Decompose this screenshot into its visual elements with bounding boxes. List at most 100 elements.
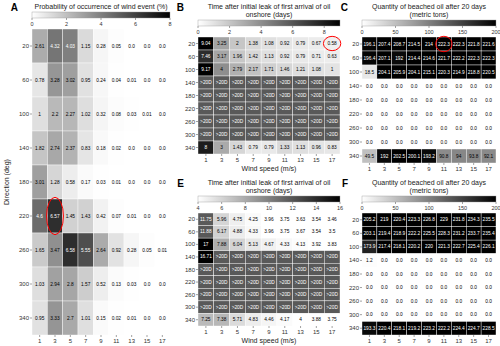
- cell-label: >20D: [295, 254, 307, 259]
- colorbar-tick-label: 0: [360, 205, 363, 211]
- cell-label: 0.0: [411, 285, 418, 290]
- cell-label: 3.54: [312, 217, 322, 222]
- y-tick: [30, 80, 32, 81]
- cell-label: 0.0: [441, 258, 448, 263]
- cell: [362, 281, 377, 295]
- cell: [451, 93, 466, 107]
- cell-label: 0.0: [470, 272, 477, 277]
- cell-label: >20D: [216, 292, 228, 297]
- cell-label: 220: [425, 244, 433, 249]
- cell-label: 2.74: [50, 146, 60, 151]
- cell-label: 0.0: [366, 299, 373, 304]
- x-tick: [205, 326, 206, 328]
- cell: [466, 308, 481, 322]
- x-tick: [70, 335, 71, 337]
- x-tick-label: 5: [398, 338, 402, 344]
- cell-label: 219.2: [408, 326, 420, 331]
- panel-title: Quantity of beached oil after 20 days(me…: [372, 3, 487, 19]
- cell: [481, 107, 496, 121]
- cell: [124, 165, 139, 199]
- cell: [93, 131, 108, 165]
- cell-label: >20D: [200, 106, 212, 111]
- cell-label: 0.0: [381, 299, 388, 304]
- cell: [230, 276, 246, 289]
- colorbar-tick: [316, 202, 317, 204]
- cell: [155, 301, 170, 335]
- cell: [47, 63, 62, 97]
- x-tick-label: 3: [383, 338, 387, 344]
- cell-label: 0.18: [96, 146, 106, 151]
- cell-label: 0.0: [455, 84, 462, 89]
- cell-label: 0.01: [127, 78, 137, 83]
- cell: [63, 233, 78, 267]
- cell-label: 0.0: [366, 312, 373, 317]
- cell-label: 0.92: [280, 41, 290, 46]
- cell-label: 222.3: [468, 56, 480, 61]
- y-tick-label: 340: [185, 317, 196, 323]
- cell: [466, 93, 481, 107]
- cell-label: 204.1: [378, 70, 390, 75]
- cell-label: 219.4: [378, 231, 390, 236]
- colorbar-tick: [429, 202, 430, 204]
- cell-label: 0.0: [144, 214, 151, 219]
- y-tick-label: 60: [22, 77, 29, 83]
- cell: [261, 128, 277, 141]
- cell-label: 1.82: [35, 146, 45, 151]
- cell: [466, 294, 481, 308]
- cell: [261, 115, 277, 128]
- colorbar-tick: [261, 26, 262, 28]
- x-tick: [332, 326, 333, 328]
- cell-label: >20D: [232, 267, 244, 272]
- y-tick-label: 180: [349, 271, 360, 277]
- x-tick-label: 1: [368, 166, 372, 172]
- colorbar-tick: [198, 202, 199, 204]
- cell-label: >20D: [263, 254, 275, 259]
- cell-label: >20D: [200, 132, 212, 137]
- cell: [63, 165, 78, 199]
- cell: [407, 321, 422, 335]
- cell: [277, 213, 293, 226]
- cell-label: 0.0: [144, 180, 151, 185]
- x-tick-label: 15: [144, 338, 151, 344]
- x-tick-label: 11: [282, 329, 289, 335]
- cell-label: 7.25: [201, 317, 211, 322]
- cell-label: 228.5: [483, 326, 495, 331]
- cell-label: 221.8: [468, 42, 480, 47]
- colorbar-tick-label: 50: [392, 29, 398, 35]
- cell-label: >20D: [326, 93, 338, 98]
- cell: [293, 213, 309, 226]
- cell: [392, 321, 407, 335]
- y-tick: [360, 100, 362, 101]
- cell-label: 0.15: [96, 316, 106, 321]
- y-tick-label: 20: [188, 41, 195, 47]
- cell: [261, 263, 277, 276]
- cell: [277, 288, 293, 301]
- cell: [481, 213, 496, 227]
- cell: [377, 51, 392, 65]
- cell-label: 0.83: [81, 146, 91, 151]
- cell-label: 0.01: [112, 180, 122, 185]
- cell: [392, 93, 407, 107]
- y-tick-label: 340: [349, 153, 360, 159]
- cell-label: 200.1: [408, 154, 420, 159]
- cell: [261, 288, 277, 301]
- cell-label: 222.3: [453, 42, 465, 47]
- cell-label: 3.17: [217, 54, 227, 59]
- colorbar-tick: [324, 26, 325, 28]
- cell-label: 221.6: [483, 42, 495, 47]
- cell: [139, 233, 154, 267]
- cell: [308, 276, 324, 289]
- cell-label: 0.0: [470, 299, 477, 304]
- cell: [436, 308, 451, 322]
- cell-label: 3.83: [327, 242, 337, 247]
- cell: [422, 227, 437, 241]
- cell-label: 0.0: [411, 84, 418, 89]
- cell-label: 0.0: [470, 126, 477, 131]
- cell-label: 228.3: [438, 231, 450, 236]
- y-tick-label: 260: [19, 247, 30, 253]
- cell: [481, 281, 496, 295]
- cell-label: >20D: [232, 305, 244, 310]
- cell-label: >20D: [326, 119, 338, 124]
- cell: [261, 251, 277, 264]
- cell-label: >20D: [247, 267, 259, 272]
